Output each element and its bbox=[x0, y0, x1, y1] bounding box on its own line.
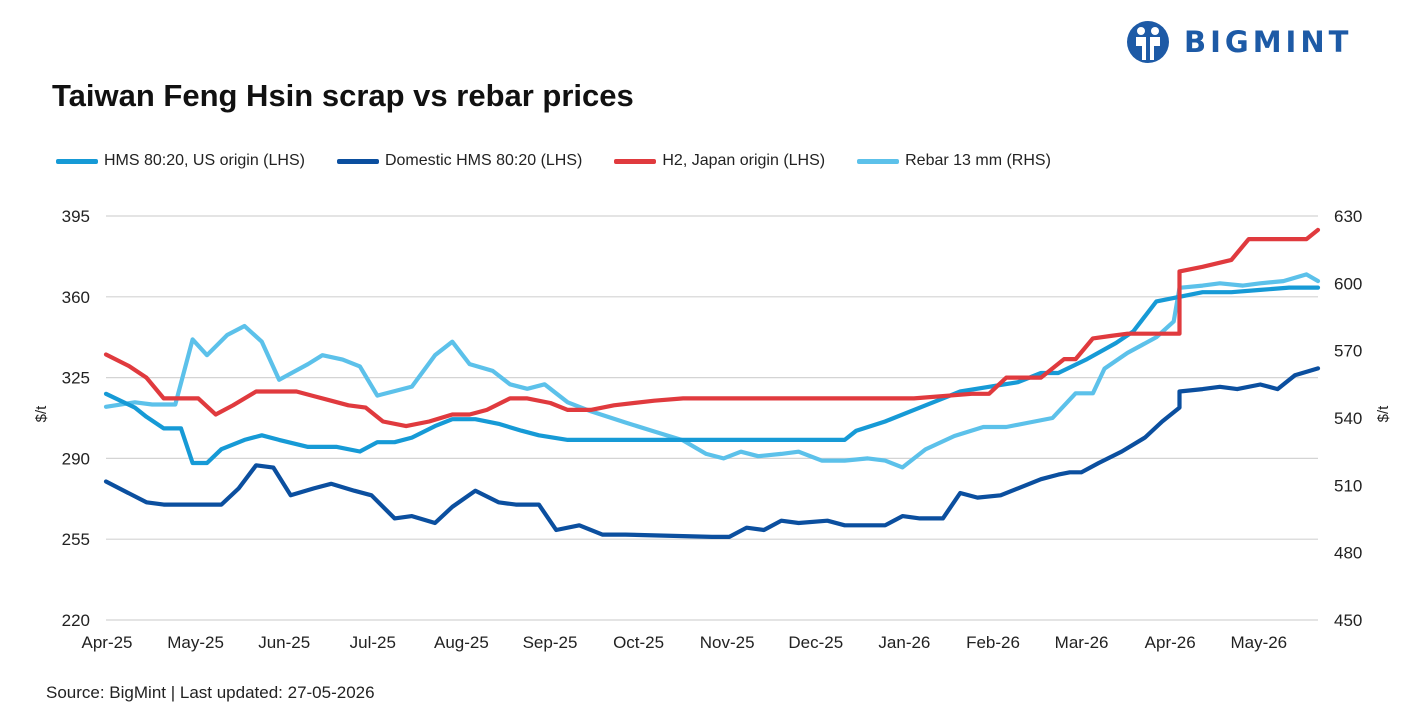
series-line bbox=[103, 227, 1321, 429]
x-tick-label: Oct-25 bbox=[613, 633, 664, 652]
y-tick-label-right: 540 bbox=[1334, 409, 1362, 428]
x-tick-label: May-26 bbox=[1230, 633, 1287, 652]
x-tick-label: Jul-25 bbox=[350, 633, 396, 652]
series-line bbox=[103, 366, 1321, 540]
legend-item: H2, Japan origin (LHS) bbox=[614, 152, 825, 170]
y-axis-title-left: $/t bbox=[33, 405, 50, 423]
x-tick-label: Jun-25 bbox=[258, 633, 310, 652]
y-tick-label-left: 360 bbox=[62, 288, 90, 307]
x-tick-label: May-25 bbox=[167, 633, 224, 652]
y-tick-label-right: 450 bbox=[1334, 611, 1362, 630]
legend-item: Rebar 13 mm (RHS) bbox=[857, 152, 1051, 170]
source-note: Source: BigMint | Last updated: 27-05-20… bbox=[46, 683, 375, 702]
brand-name: BIGMINT bbox=[1184, 25, 1353, 59]
x-tick-label: Jan-26 bbox=[878, 633, 930, 652]
legend-label: HMS 80:20, US origin (LHS) bbox=[104, 152, 305, 169]
y-tick-label-right: 570 bbox=[1334, 342, 1362, 361]
legend-swatch bbox=[336, 158, 379, 164]
chart-legend: HMS 80:20, US origin (LHS) Domestic HMS 8… bbox=[56, 152, 1083, 170]
series-line bbox=[103, 272, 1321, 470]
x-tick-label: Apr-26 bbox=[1145, 633, 1196, 652]
bigmint-logo-icon bbox=[1127, 21, 1169, 63]
legend-item: HMS 80:20, US origin (LHS) bbox=[56, 152, 305, 170]
legend-item: Domestic HMS 80:20 (LHS) bbox=[336, 152, 583, 170]
legend-label: H2, Japan origin (LHS) bbox=[662, 152, 826, 169]
x-tick-label: Sep-25 bbox=[523, 633, 578, 652]
y-tick-label-right: 510 bbox=[1334, 476, 1362, 495]
x-tick-label: Nov-25 bbox=[700, 633, 755, 652]
x-tick-label: Aug-25 bbox=[434, 633, 489, 652]
y-axis-title-right: $/t bbox=[1375, 405, 1392, 423]
legend-swatch bbox=[614, 158, 657, 164]
y-tick-label-right: 630 bbox=[1334, 207, 1362, 226]
y-tick-label-left: 220 bbox=[62, 611, 90, 630]
x-tick-label: Feb-26 bbox=[966, 633, 1020, 652]
brand-logo: BIGMINT bbox=[1126, 20, 1352, 64]
y-tick-label-right: 600 bbox=[1334, 274, 1362, 293]
line-chart: 220 255 290 325 360 395 450 480 510 540 570 600 630 A… bbox=[33, 207, 1392, 652]
legend-label: Domestic HMS 80:20 (LHS) bbox=[384, 152, 583, 169]
legend-swatch bbox=[857, 158, 900, 164]
y-tick-label-left: 395 bbox=[62, 207, 90, 226]
legend-swatch bbox=[56, 158, 98, 164]
y-tick-label-left: 255 bbox=[62, 530, 90, 549]
y-tick-label-left: 325 bbox=[62, 369, 90, 388]
y-tick-label-right: 480 bbox=[1334, 544, 1362, 563]
x-tick-label: Dec-25 bbox=[788, 633, 843, 652]
y-tick-label-left: 290 bbox=[62, 449, 90, 468]
x-tick-label: Apr-25 bbox=[81, 633, 132, 652]
legend-label: Rebar 13 mm (RHS) bbox=[905, 152, 1051, 169]
x-tick-label: Mar-26 bbox=[1055, 633, 1109, 652]
chart-title: Taiwan Feng Hsin scrap vs rebar prices bbox=[52, 78, 634, 113]
